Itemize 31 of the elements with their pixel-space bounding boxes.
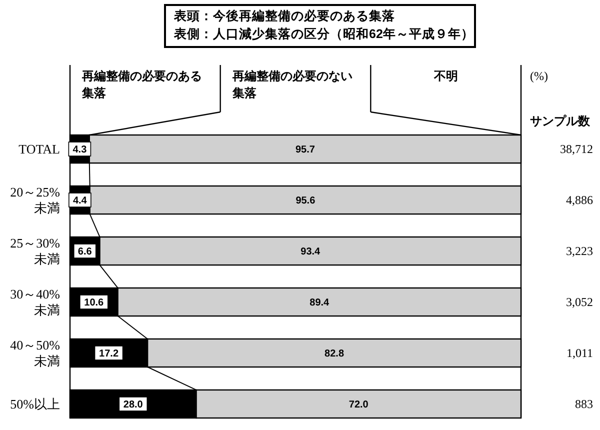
- text: 3,052: [566, 295, 593, 310]
- y-tick-label: 25～30%未満: [10, 236, 60, 267]
- data-label: 28.0: [123, 399, 144, 410]
- data-label: 6.6: [78, 246, 92, 258]
- data-label: 17.2: [99, 348, 119, 360]
- chart-title: 表頭：今後再編整備の必要のある集落: [173, 8, 396, 23]
- text: 再編整備の必要のある集落: [81, 69, 202, 100]
- data-label: 4.4: [72, 196, 88, 207]
- text: 38,712: [560, 142, 593, 156]
- data-label: 89.4: [310, 297, 330, 308]
- data-label: 4.3: [72, 144, 88, 156]
- x-axis-title: (%): [530, 69, 548, 83]
- data-label: 82.8: [324, 348, 344, 360]
- text: 4,886: [566, 193, 593, 208]
- text: 再編整備の必要のない集落: [231, 69, 352, 100]
- data-label: 93.4: [300, 246, 321, 258]
- data-label: 95.7: [295, 144, 316, 156]
- data-label: 95.6: [296, 196, 316, 207]
- y-tick-label: TOTAL: [18, 142, 60, 157]
- y-tick-label: 20～25%未満: [10, 184, 60, 216]
- text: 3,223: [566, 244, 593, 258]
- y-tick-label: 30～40%未満: [10, 286, 60, 318]
- chart-subtitle: 表側：人口減少集落の区分（昭和62年～平成９年）: [173, 26, 474, 41]
- text: 883: [575, 397, 593, 412]
- y-tick-label: 40～50%未満: [10, 338, 60, 369]
- data-label: 10.6: [84, 297, 104, 308]
- text: 不明: [432, 69, 458, 83]
- text: サンプル数: [530, 114, 591, 128]
- text: 1,011: [566, 346, 593, 360]
- data-label: 72.0: [348, 399, 369, 410]
- y-tick-label: 50%以上: [10, 396, 60, 412]
